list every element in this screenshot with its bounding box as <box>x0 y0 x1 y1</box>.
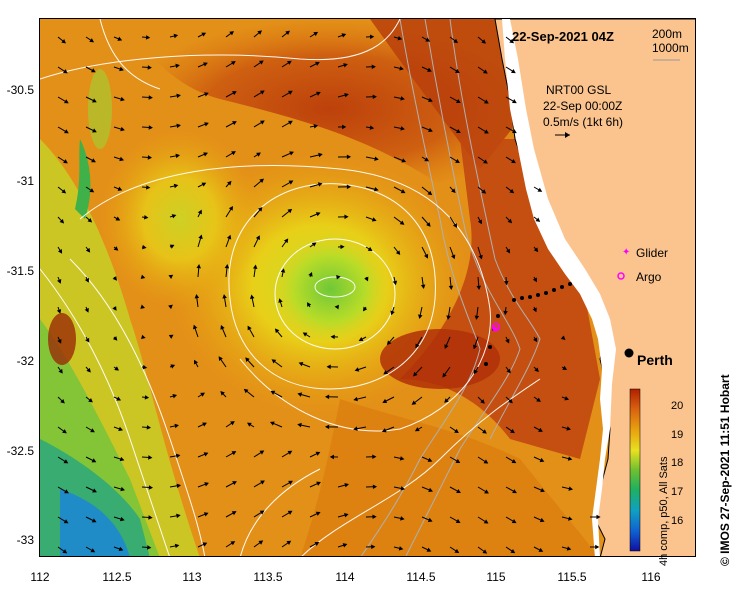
lon-tick: 113.5 <box>253 570 283 584</box>
copyright-symbol: © <box>718 557 732 566</box>
colorbar-tick: 19 <box>671 429 684 441</box>
current-scale-label: 0.5m/s (1kt 6h) <box>543 115 624 129</box>
current-time-label: 22-Sep 00:00Z <box>543 99 623 113</box>
lon-tick: 115.5 <box>557 570 587 584</box>
lon-tick: 112.5 <box>102 570 132 584</box>
argo-marker <box>491 322 501 332</box>
svg-text:✦: ✦ <box>622 247 630 258</box>
lon-tick: 112 <box>30 570 50 584</box>
map-title: 22-Sep-2021 04Z <box>512 29 614 44</box>
lon-tick: 113 <box>182 570 202 584</box>
credit-label: IMOS 27-Sep-2021 11:51 Hobart <box>718 374 732 554</box>
current-source-label: NRT00 GSL <box>546 83 612 97</box>
depth-label-200m: 200m <box>652 27 683 41</box>
lon-tick: 114.5 <box>406 570 436 584</box>
city-label-perth: Perth <box>637 352 673 368</box>
lat-tick: -33 <box>16 533 34 547</box>
lat-tick: -32.5 <box>6 444 34 458</box>
current-vectors <box>56 30 601 554</box>
lon-tick: 115 <box>486 570 506 584</box>
colorbar <box>629 388 641 552</box>
colorbar-tick: 17 <box>671 486 684 498</box>
colorbar-tick: 16 <box>671 515 684 527</box>
lat-tick: -32 <box>16 354 34 368</box>
legend-glider-label: Glider <box>636 246 669 260</box>
legend-argo-label: Argo <box>636 270 662 284</box>
glider-track <box>484 282 572 366</box>
depth-label-1000m: 1000m <box>652 41 689 55</box>
colorbar-tick: 18 <box>671 457 684 469</box>
colorbar-caption: 4h comp, p50, All Sats <box>658 456 670 566</box>
lat-tick: -30.5 <box>6 83 34 97</box>
perth-marker <box>624 348 634 358</box>
sst-field: ✦ <box>40 19 695 556</box>
credit-text: © IMOS 27-Sep-2021 11:51 Hobart <box>718 374 732 566</box>
lon-tick: 116 <box>641 570 661 584</box>
lon-tick: 114 <box>335 570 355 584</box>
colorbar-tick: 20 <box>671 400 684 412</box>
lat-tick: -31.5 <box>6 264 34 278</box>
lat-tick: -31 <box>16 174 34 188</box>
sst-map[interactable]: ✦ 22-Sep-2021 04Z 200m 1000m NRT00 GSL 2… <box>39 18 696 557</box>
